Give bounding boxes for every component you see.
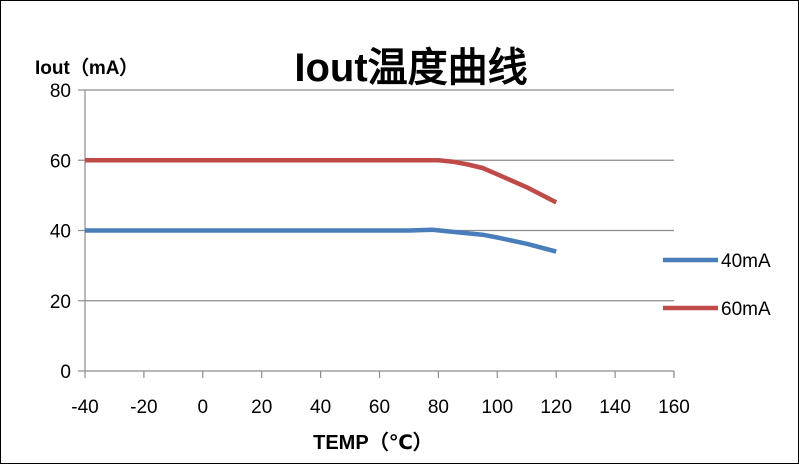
chart-title: Iout温度曲线 — [294, 46, 527, 90]
legend-label-40mA: 40mA — [721, 251, 771, 272]
x-axis-label: TEMP（℃） — [313, 431, 433, 454]
series-lines — [85, 158, 558, 254]
x-tick-label: 140 — [599, 397, 631, 418]
x-tick-label: 80 — [428, 397, 449, 418]
y-tick-label: 0 — [60, 362, 71, 383]
legend-label-60mA: 60mA — [721, 299, 771, 320]
y-axis-label: Iout（mA） — [35, 56, 138, 79]
x-tick-label: 20 — [251, 397, 272, 418]
grid-lines — [85, 89, 674, 302]
y-tick-label: 60 — [50, 151, 71, 172]
y-tick-label: 40 — [50, 222, 71, 243]
series-line-60mA — [85, 158, 558, 205]
x-tick-label: 60 — [369, 397, 390, 418]
y-tick-label: 80 — [50, 81, 71, 102]
series-line-40mA — [85, 227, 557, 254]
x-tick-label: -40 — [71, 397, 98, 418]
x-tick-label: 160 — [658, 397, 690, 418]
x-tick-label: 40 — [310, 397, 331, 418]
legend: 40mA 60mA — [663, 251, 771, 320]
x-tick-label: 120 — [540, 397, 572, 418]
x-tick-label: 0 — [198, 397, 209, 418]
x-tick-label: -20 — [130, 397, 157, 418]
y-tick-label: 20 — [50, 292, 71, 313]
x-tick-label: 100 — [481, 397, 513, 418]
axes: 0 20 40 60 80 -40 -20 0 20 40 60 80 100 120 140 160 — [50, 81, 690, 418]
